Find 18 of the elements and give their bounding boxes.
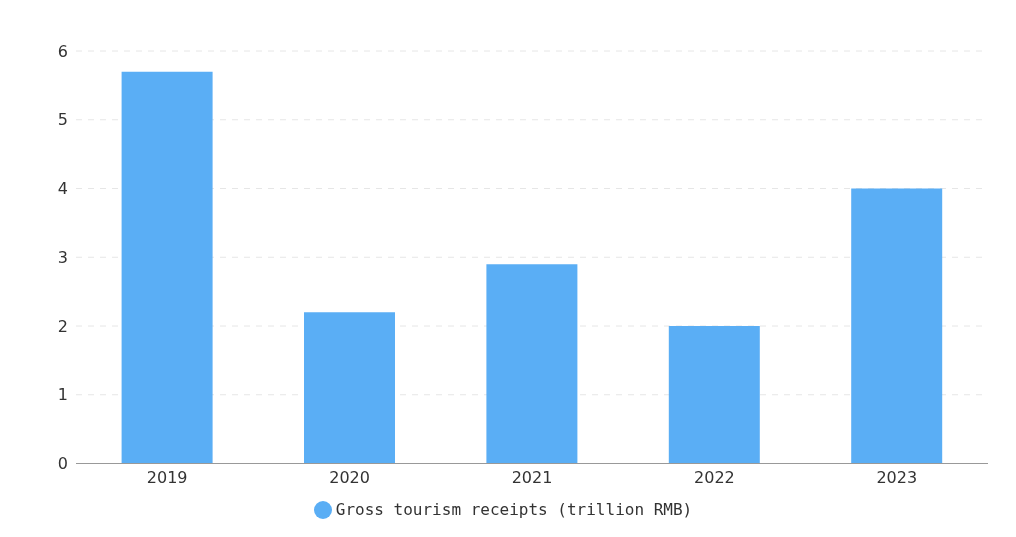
x-tick-label: 2023 [876,467,918,487]
y-tick-label: 3 [57,247,68,267]
x-tick-label: 2021 [511,467,553,487]
y-tick-label: 6 [57,41,68,61]
legend-label: Gross tourism receipts (trillion RMB) [335,499,693,519]
bar [851,188,943,464]
bar [121,71,213,464]
bar [668,326,760,464]
x-tick-label: 2022 [694,467,735,487]
y-tick-label: 1 [57,385,68,405]
y-tick-label: 5 [57,110,68,130]
y-tick-label: 2 [57,316,68,336]
y-tick-label: 4 [57,179,68,199]
y-tick-label: 0 [57,454,68,474]
bar [486,264,578,464]
bar [304,312,395,464]
x-tick-label: 2019 [146,467,188,487]
x-tick-label: 2020 [329,467,370,487]
